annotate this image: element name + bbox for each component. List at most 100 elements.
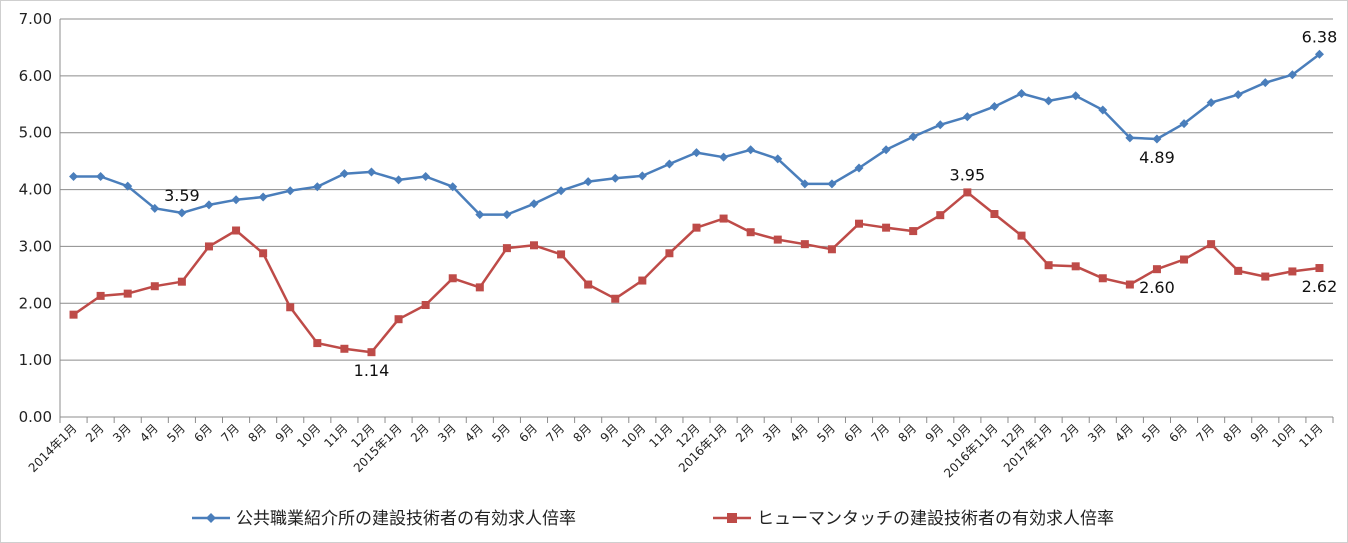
data-point-series-2: [313, 339, 322, 348]
legend-label-1: 公共職業紹介所の建設技術者の有効求人倍率: [236, 509, 576, 529]
y-tick-label: 2.00: [19, 294, 52, 312]
data-point-series-2: [1152, 265, 1161, 274]
data-point-series-2: [475, 283, 484, 292]
x-tick-label: 2014年1月: [26, 421, 80, 475]
data-point-series-1: [881, 145, 891, 155]
x-tick-label: 3月: [1085, 421, 1109, 445]
data-label: 3.95: [950, 165, 986, 184]
data-point-series-1: [394, 175, 404, 185]
x-tick-label: 5月: [814, 421, 838, 445]
data-point-series-1: [1314, 49, 1324, 59]
data-point-series-1: [421, 171, 431, 181]
data-point-series-2: [773, 235, 782, 244]
data-point-series-1: [1287, 70, 1297, 80]
x-tick-label: 9月: [273, 421, 297, 445]
data-point-series-1: [962, 112, 972, 122]
data-point-series-1: [1233, 90, 1243, 100]
data-point-series-1: [258, 192, 268, 202]
data-point-series-1: [1044, 96, 1054, 106]
data-point-series-1: [1098, 105, 1108, 115]
y-tick-label: 4.00: [19, 181, 52, 199]
data-point-series-2: [1315, 264, 1324, 273]
series-line-2: [72, 191, 1320, 354]
data-point-series-1: [556, 186, 566, 196]
data-point-series-2: [611, 294, 620, 303]
x-tick-label: 6月: [516, 421, 540, 445]
data-point-series-1: [773, 154, 783, 164]
y-tick-label: 5.00: [19, 124, 52, 142]
data-point-series-1: [827, 179, 837, 189]
x-tick-label: 2月: [733, 421, 757, 445]
x-tick-label: 5月: [489, 421, 513, 445]
data-point-series-1: [312, 182, 322, 192]
x-tick-label: 11月: [1296, 421, 1325, 450]
x-tick-label: 5月: [1139, 421, 1163, 445]
data-point-series-1: [908, 132, 918, 142]
x-tick-label: 4月: [137, 421, 161, 445]
data-label: 1.14: [354, 361, 390, 380]
data-point-series-1: [529, 199, 539, 209]
data-point-series-2: [177, 277, 186, 286]
legend-marker-diamond: [206, 513, 216, 523]
data-label: 4.89: [1139, 148, 1175, 167]
data-point-series-1: [664, 159, 674, 169]
y-tick-label: 6.00: [19, 67, 52, 85]
data-point-series-2: [69, 310, 78, 319]
data-point-series-2: [1261, 272, 1270, 281]
x-tick-label: 8月: [245, 421, 269, 445]
x-tick-label: 3月: [435, 421, 459, 445]
data-point-series-1: [448, 182, 458, 192]
x-tick-label: 8月: [1221, 421, 1245, 445]
data-point-series-2: [1288, 267, 1297, 276]
data-point-series-2: [692, 223, 701, 232]
data-point-series-1: [854, 163, 864, 173]
data-point-series-1: [800, 179, 810, 189]
data-label: 2.60: [1139, 278, 1175, 297]
data-point-series-2: [259, 249, 268, 258]
data-point-series-2: [1234, 266, 1243, 275]
data-point-series-2: [1071, 262, 1080, 271]
y-tick-label: 0.00: [19, 408, 52, 426]
data-point-series-2: [909, 227, 918, 236]
data-point-series-2: [665, 249, 674, 258]
data-point-series-2: [638, 276, 647, 285]
data-point-series-1: [1125, 133, 1135, 143]
data-point-series-2: [421, 300, 430, 309]
data-point-series-1: [123, 181, 133, 191]
x-tick-label: 7月: [543, 421, 567, 445]
data-point-series-2: [855, 219, 864, 228]
x-tick-label: 10月: [294, 421, 323, 450]
data-point-series-2: [204, 242, 213, 251]
x-tick-label: 6月: [191, 421, 215, 445]
x-tick-label: 6月: [841, 421, 865, 445]
data-point-series-1: [204, 200, 214, 210]
data-point-series-2: [96, 291, 105, 300]
x-tick-label: 9月: [1248, 421, 1272, 445]
data-point-series-2: [746, 228, 755, 237]
x-tick-label: 11月: [646, 421, 675, 450]
y-tick-label: 1.00: [19, 351, 52, 369]
data-point-series-1: [231, 195, 241, 205]
data-point-series-1: [1206, 98, 1216, 108]
x-tick-label: 3月: [760, 421, 784, 445]
data-point-series-2: [1044, 261, 1053, 270]
x-tick-label: 3月: [110, 421, 134, 445]
data-point-series-1: [475, 210, 485, 220]
x-tick-label: 6月: [1166, 421, 1190, 445]
data-point-series-1: [366, 167, 376, 177]
data-point-series-2: [1180, 255, 1189, 264]
data-label: 2.62: [1302, 277, 1338, 296]
data-point-series-1: [935, 120, 945, 130]
data-point-series-2: [990, 210, 999, 219]
data-point-series-2: [367, 348, 376, 357]
data-point-series-1: [339, 169, 349, 179]
data-point-series-2: [150, 282, 159, 291]
data-point-series-1: [746, 145, 756, 155]
data-point-series-1: [1017, 88, 1027, 98]
x-tick-label: 7月: [218, 421, 242, 445]
data-point-series-2: [502, 244, 511, 253]
data-point-series-2: [1098, 274, 1107, 283]
data-point-series-1: [69, 171, 79, 181]
